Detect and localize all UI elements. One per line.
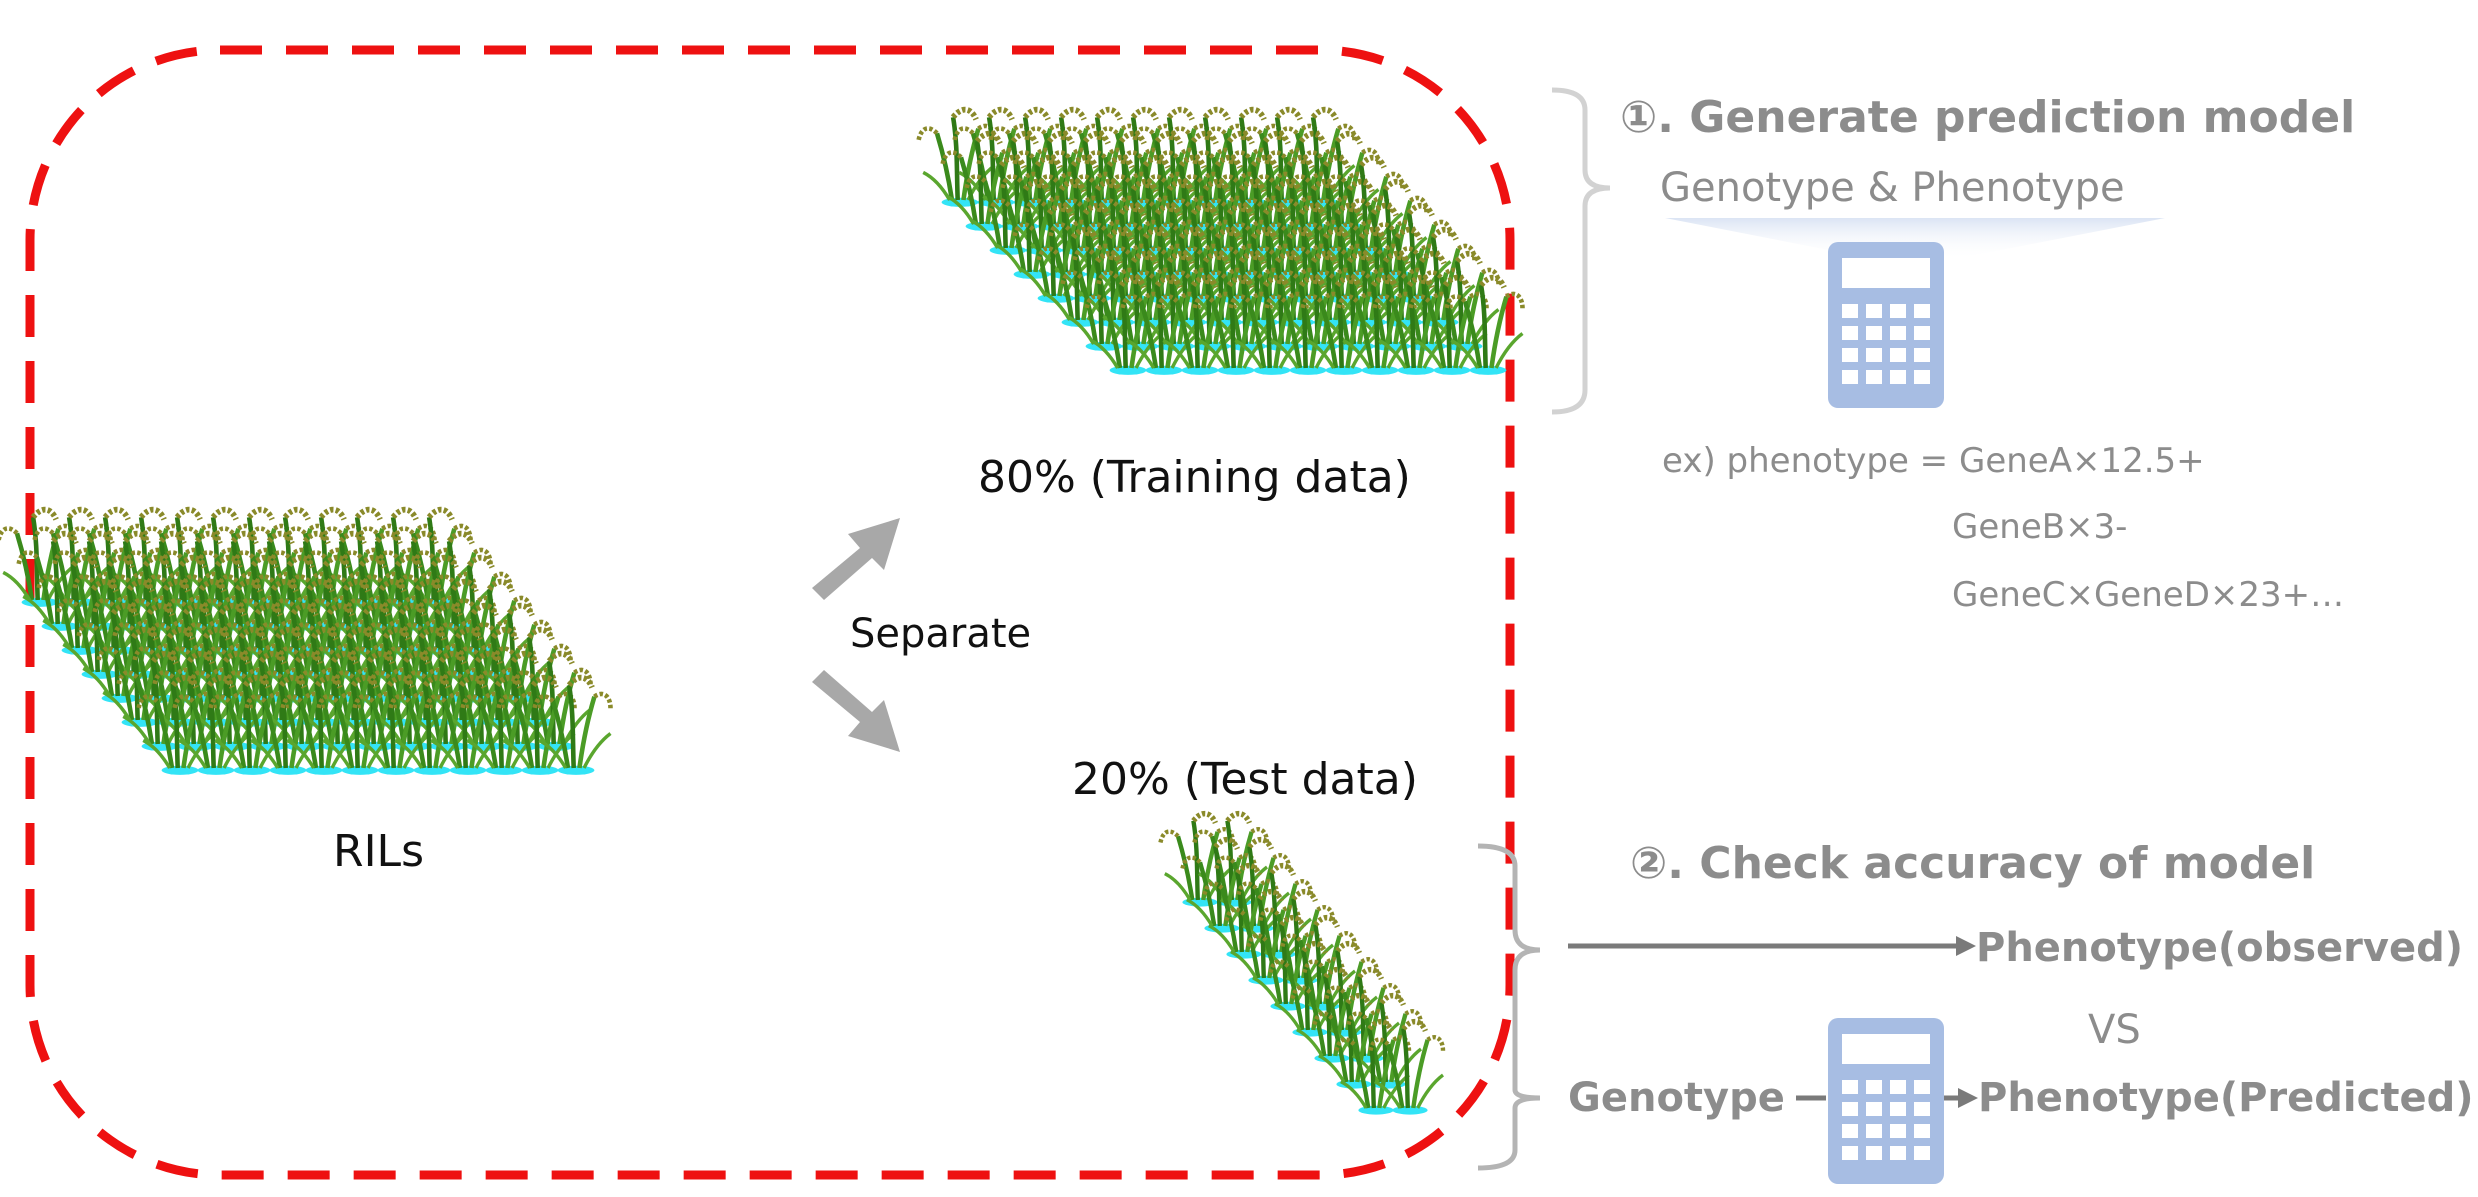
predicted-arrow-head-icon <box>1958 1088 1978 1108</box>
formula-line-2: GeneB×3- <box>1952 507 2128 547</box>
genotype-label: Genotype <box>1568 1075 1785 1121</box>
training-field <box>919 110 1523 375</box>
formula-line-3: GeneC×GeneD×23+… <box>1952 575 2345 615</box>
separate-label: Separate <box>850 611 1032 657</box>
observed-arrow-head-icon <box>1956 936 1976 956</box>
step2-title: ②. Check accuracy of model <box>1630 838 2316 889</box>
phenotype-predicted-label: Phenotype(Predicted) <box>1978 1075 2474 1121</box>
genotype-phenotype-label: Genotype & Phenotype <box>1660 165 2125 211</box>
arrow-down-icon <box>812 670 900 752</box>
rils-label: RILs <box>333 826 424 877</box>
brace-step2 <box>1477 843 1541 1171</box>
training-data-label: 80% (Training data) <box>978 452 1411 503</box>
test-data-label: 20% (Test data) <box>1072 754 1418 805</box>
test-field <box>1160 814 1443 1115</box>
input-fan <box>1665 218 2165 260</box>
calculator-predict-icon <box>1828 1018 1944 1184</box>
vs-label: VS <box>2088 1007 2141 1053</box>
phenotype-observed-label: Phenotype(observed) <box>1976 925 2464 971</box>
brace-step1 <box>1551 87 1611 415</box>
arrow-up-icon <box>812 518 900 600</box>
calculator-icon <box>1828 242 1944 408</box>
formula-line-1: ex) phenotype = GeneA×12.5+ <box>1662 441 2205 481</box>
step1-title: ①. Generate prediction model <box>1620 92 2356 143</box>
rils-field <box>0 510 611 775</box>
dashed-border <box>25 45 1515 1180</box>
